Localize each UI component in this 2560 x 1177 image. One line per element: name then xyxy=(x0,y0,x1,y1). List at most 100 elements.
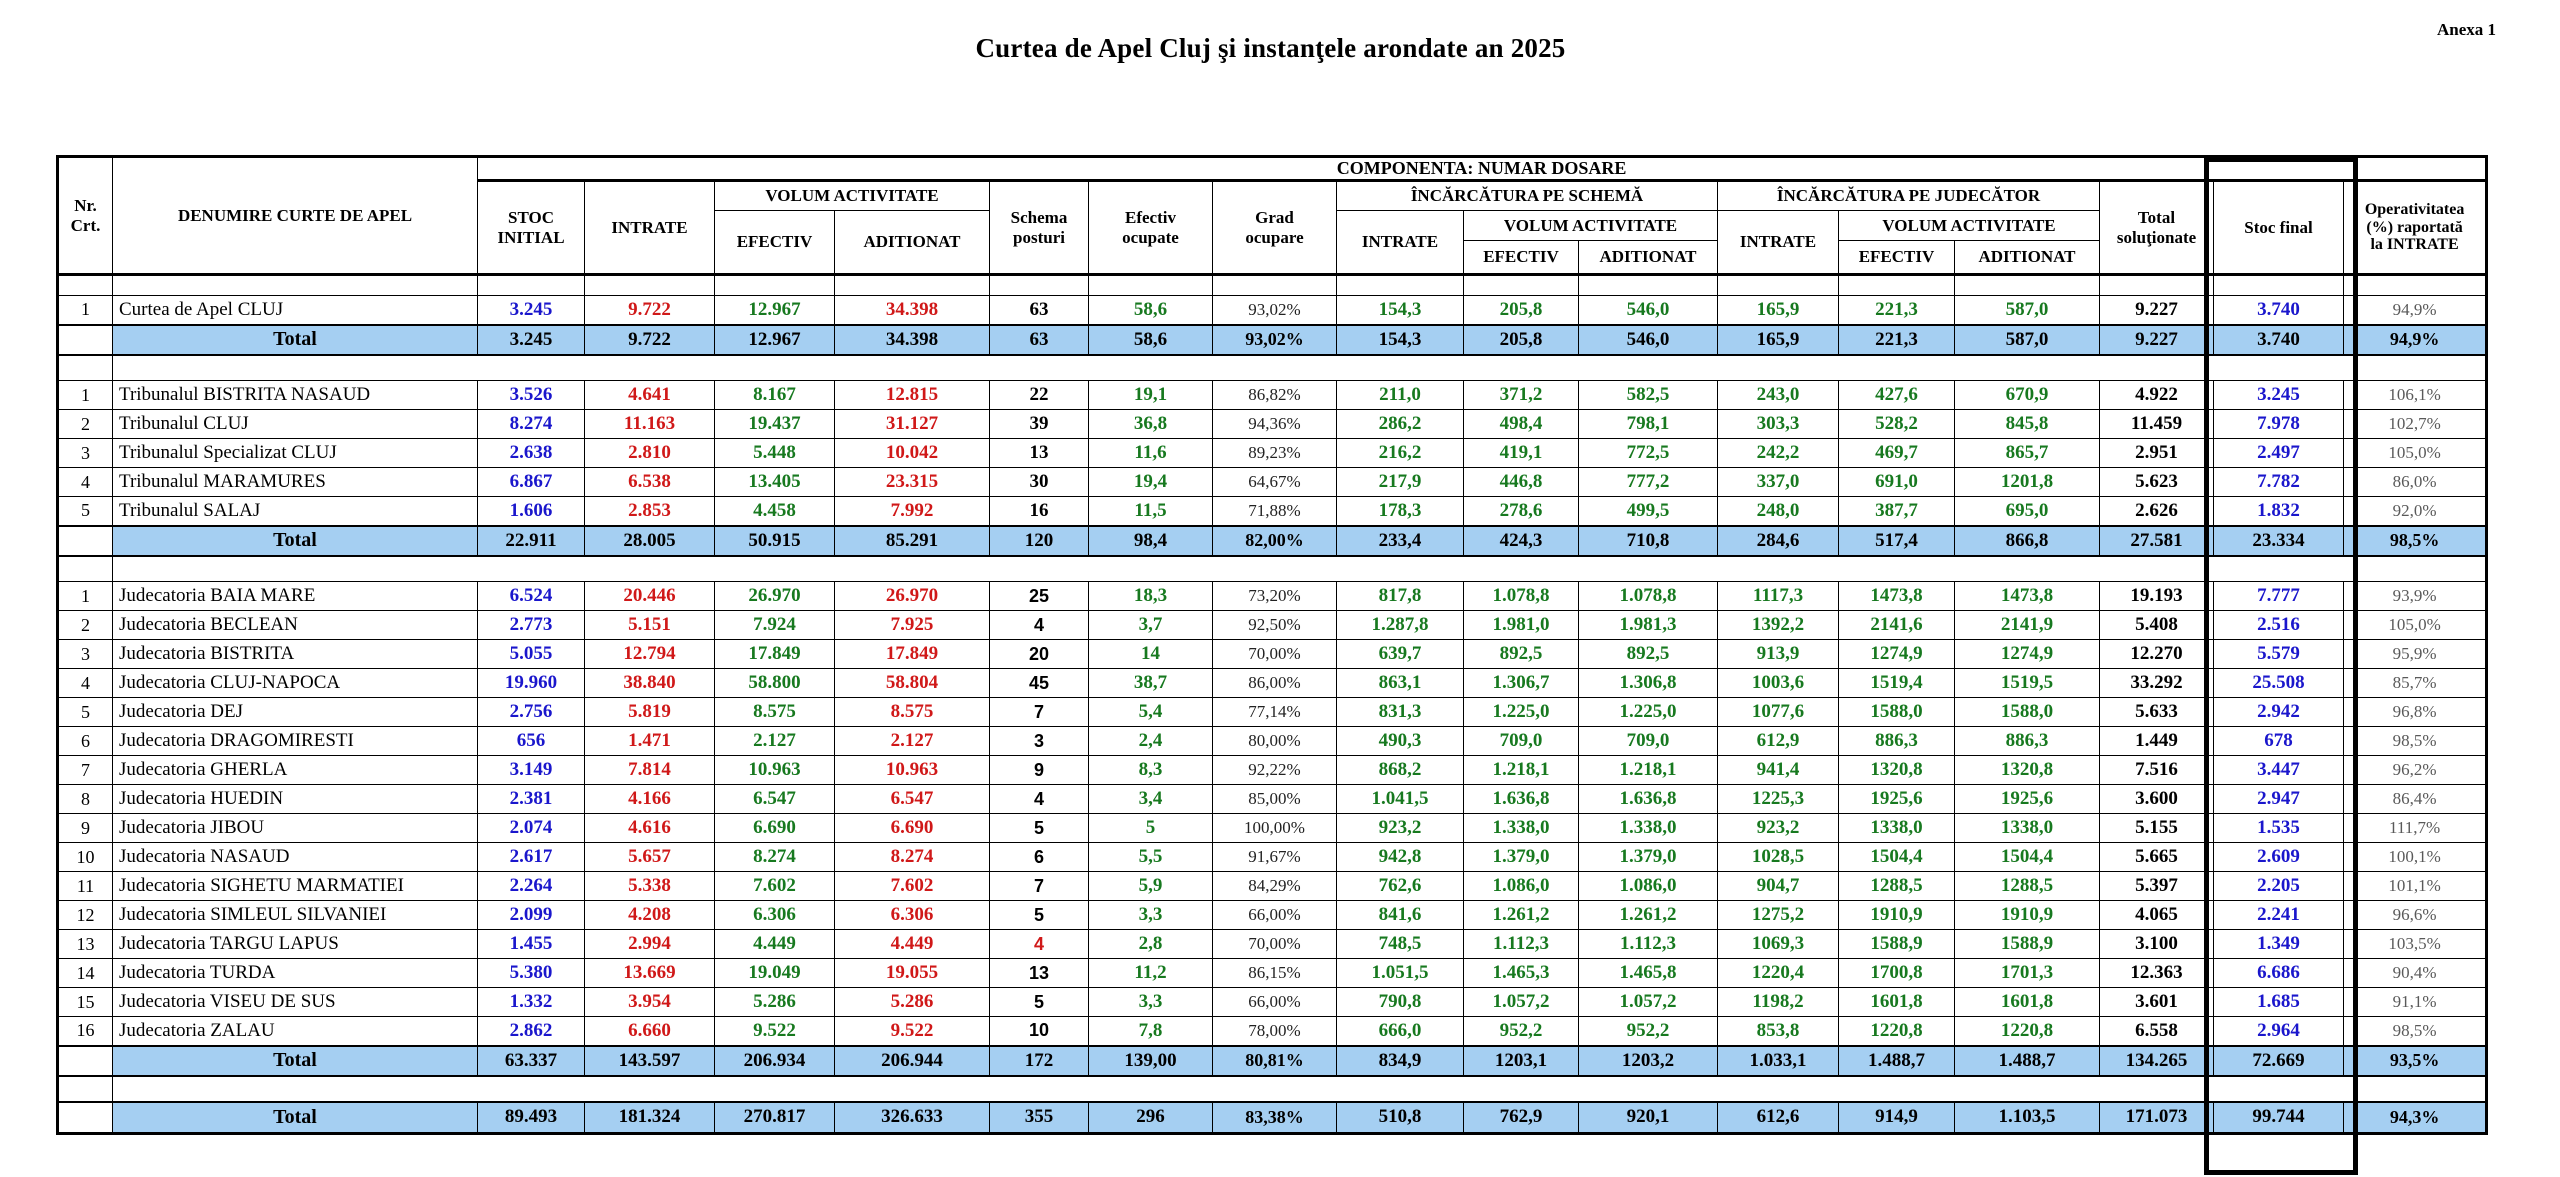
value-cell: 1504,4 xyxy=(1838,842,1955,872)
value-cell: 9.722 xyxy=(584,295,715,325)
value-cell: 3.149 xyxy=(477,755,585,785)
value-cell: 3 xyxy=(989,726,1089,756)
total-value-cell: 326.633 xyxy=(834,1100,990,1135)
total-value-cell: 206.944 xyxy=(834,1044,990,1077)
value-cell: 6.660 xyxy=(584,1016,715,1046)
total-value-cell: 94,9% xyxy=(2342,323,2488,356)
total-value-cell: 206.934 xyxy=(714,1044,835,1077)
value-cell: 1069,3 xyxy=(1717,929,1839,959)
value-cell: 5.633 xyxy=(2099,697,2214,727)
value-cell: 4.922 xyxy=(2099,380,2214,410)
value-cell: 5.408 xyxy=(2099,610,2214,640)
value-cell: 7.782 xyxy=(2213,467,2344,497)
value-cell: 58.804 xyxy=(834,668,990,698)
total-value-cell: 710,8 xyxy=(1578,524,1718,557)
annex-label: Anexa 1 xyxy=(2436,20,2496,39)
value-cell: 3,4 xyxy=(1088,784,1213,814)
value-cell: 91,1% xyxy=(2342,987,2488,1017)
total-value-cell: 296 xyxy=(1088,1100,1213,1135)
value-cell: 1.041,5 xyxy=(1336,784,1464,814)
col-header-operativitatea: Operativitatea (%) raportată la INTRATE xyxy=(2342,180,2488,275)
row-number: 2 xyxy=(57,610,113,640)
value-cell: 5,4 xyxy=(1088,697,1213,727)
court-name: Judecatoria HUEDIN xyxy=(112,784,478,814)
table-row: 1 Tribunalul BISTRITA NASAUD 3.526 4.641 8.1… xyxy=(57,380,2488,410)
value-cell: 528,2 xyxy=(1838,409,1955,439)
value-cell: 892,5 xyxy=(1578,639,1718,669)
value-cell: 8.274 xyxy=(834,842,990,872)
value-cell: 868,2 xyxy=(1336,755,1464,785)
value-cell: 90,4% xyxy=(2342,958,2488,988)
value-cell: 9.227 xyxy=(2099,295,2214,325)
value-cell: 1.218,1 xyxy=(1578,755,1718,785)
value-cell: 34.398 xyxy=(834,295,990,325)
value-cell: 221,3 xyxy=(1838,295,1955,325)
value-cell: 845,8 xyxy=(1954,409,2100,439)
value-cell: 1.981,3 xyxy=(1578,610,1718,640)
value-cell: 4.065 xyxy=(2099,900,2214,930)
value-cell: 709,0 xyxy=(1463,726,1579,756)
value-cell: 1925,6 xyxy=(1838,784,1955,814)
total-value-cell: 1.488,7 xyxy=(1954,1044,2100,1077)
value-cell: 5 xyxy=(989,813,1089,843)
total-value-cell: 34.398 xyxy=(834,323,990,356)
value-cell: 8.575 xyxy=(834,697,990,727)
value-cell: 25.508 xyxy=(2213,668,2344,698)
col-header-stoc-initial: STOC INITIAL xyxy=(477,180,585,275)
value-cell: 3.447 xyxy=(2213,755,2344,785)
value-cell: 546,0 xyxy=(1578,295,1718,325)
col-header-incarcatura-schema: ÎNCĂRCĂTURA PE SCHEMĂ xyxy=(1336,180,1718,211)
value-cell: 20 xyxy=(989,639,1089,669)
value-cell: 4.449 xyxy=(834,929,990,959)
value-cell: 8,3 xyxy=(1088,755,1213,785)
value-cell: 6.306 xyxy=(714,900,835,930)
value-cell: 1601,8 xyxy=(1838,987,1955,1017)
total-value-cell: 143.597 xyxy=(584,1044,715,1077)
value-cell: 1.636,8 xyxy=(1578,784,1718,814)
value-cell: 1.261,2 xyxy=(1463,900,1579,930)
total-value-cell: 22.911 xyxy=(477,524,585,557)
value-cell: 1588,9 xyxy=(1954,929,2100,959)
court-name: Judecatoria CLUJ-NAPOCA xyxy=(112,668,478,698)
value-cell: 798,1 xyxy=(1578,409,1718,439)
value-cell: 1220,8 xyxy=(1954,1016,2100,1046)
col-header-total-solutionate: Total soluţionate xyxy=(2099,180,2214,275)
total-value-cell: 3.740 xyxy=(2213,323,2344,356)
value-cell: 952,2 xyxy=(1463,1016,1579,1046)
value-cell: 1700,8 xyxy=(1838,958,1955,988)
value-cell: 427,6 xyxy=(1838,380,1955,410)
table-row: 7 Judecatoria GHERLA 3.149 7.814 10.963 10.96… xyxy=(57,755,2488,785)
value-cell: 1.349 xyxy=(2213,929,2344,959)
gap-cell xyxy=(112,555,2487,582)
spacer-cell xyxy=(1717,273,1839,296)
value-cell: 100,00% xyxy=(1212,813,1337,843)
row-number: 1 xyxy=(57,380,113,410)
value-cell: 2.609 xyxy=(2213,842,2344,872)
value-cell: 817,8 xyxy=(1336,581,1464,611)
value-cell: 8.575 xyxy=(714,697,835,727)
value-cell: 98,5% xyxy=(2342,726,2488,756)
value-cell: 2.127 xyxy=(714,726,835,756)
value-cell: 8.274 xyxy=(714,842,835,872)
value-cell: 7,8 xyxy=(1088,1016,1213,1046)
total-value-cell: 171.073 xyxy=(2099,1100,2214,1135)
value-cell: 58,6 xyxy=(1088,295,1213,325)
value-cell: 612,9 xyxy=(1717,726,1839,756)
value-cell: 2.773 xyxy=(477,610,585,640)
court-name: Tribunalul BISTRITA NASAUD xyxy=(112,380,478,410)
value-cell: 7 xyxy=(989,871,1089,901)
col-header-incarcatura-judecator: ÎNCĂRCĂTURA PE JUDECĂTOR xyxy=(1717,180,2100,211)
value-cell: 3.245 xyxy=(2213,380,2344,410)
value-cell: 94,36% xyxy=(1212,409,1337,439)
value-cell: 952,2 xyxy=(1578,1016,1718,1046)
value-cell: 3,3 xyxy=(1088,987,1213,1017)
total-value-cell: 1.033,1 xyxy=(1717,1044,1839,1077)
value-cell: 1392,2 xyxy=(1717,610,1839,640)
value-cell: 1588,9 xyxy=(1838,929,1955,959)
table-row: 11 Judecatoria SIGHETU MARMATIEI 2.264 5.33… xyxy=(57,871,2488,901)
table-row: 1 Judecatoria BAIA MARE 6.524 20.446 26.970 2… xyxy=(57,581,2488,611)
value-cell: 1.306,8 xyxy=(1578,668,1718,698)
value-cell: 490,3 xyxy=(1336,726,1464,756)
value-cell: 904,7 xyxy=(1717,871,1839,901)
value-cell: 2.497 xyxy=(2213,438,2344,468)
